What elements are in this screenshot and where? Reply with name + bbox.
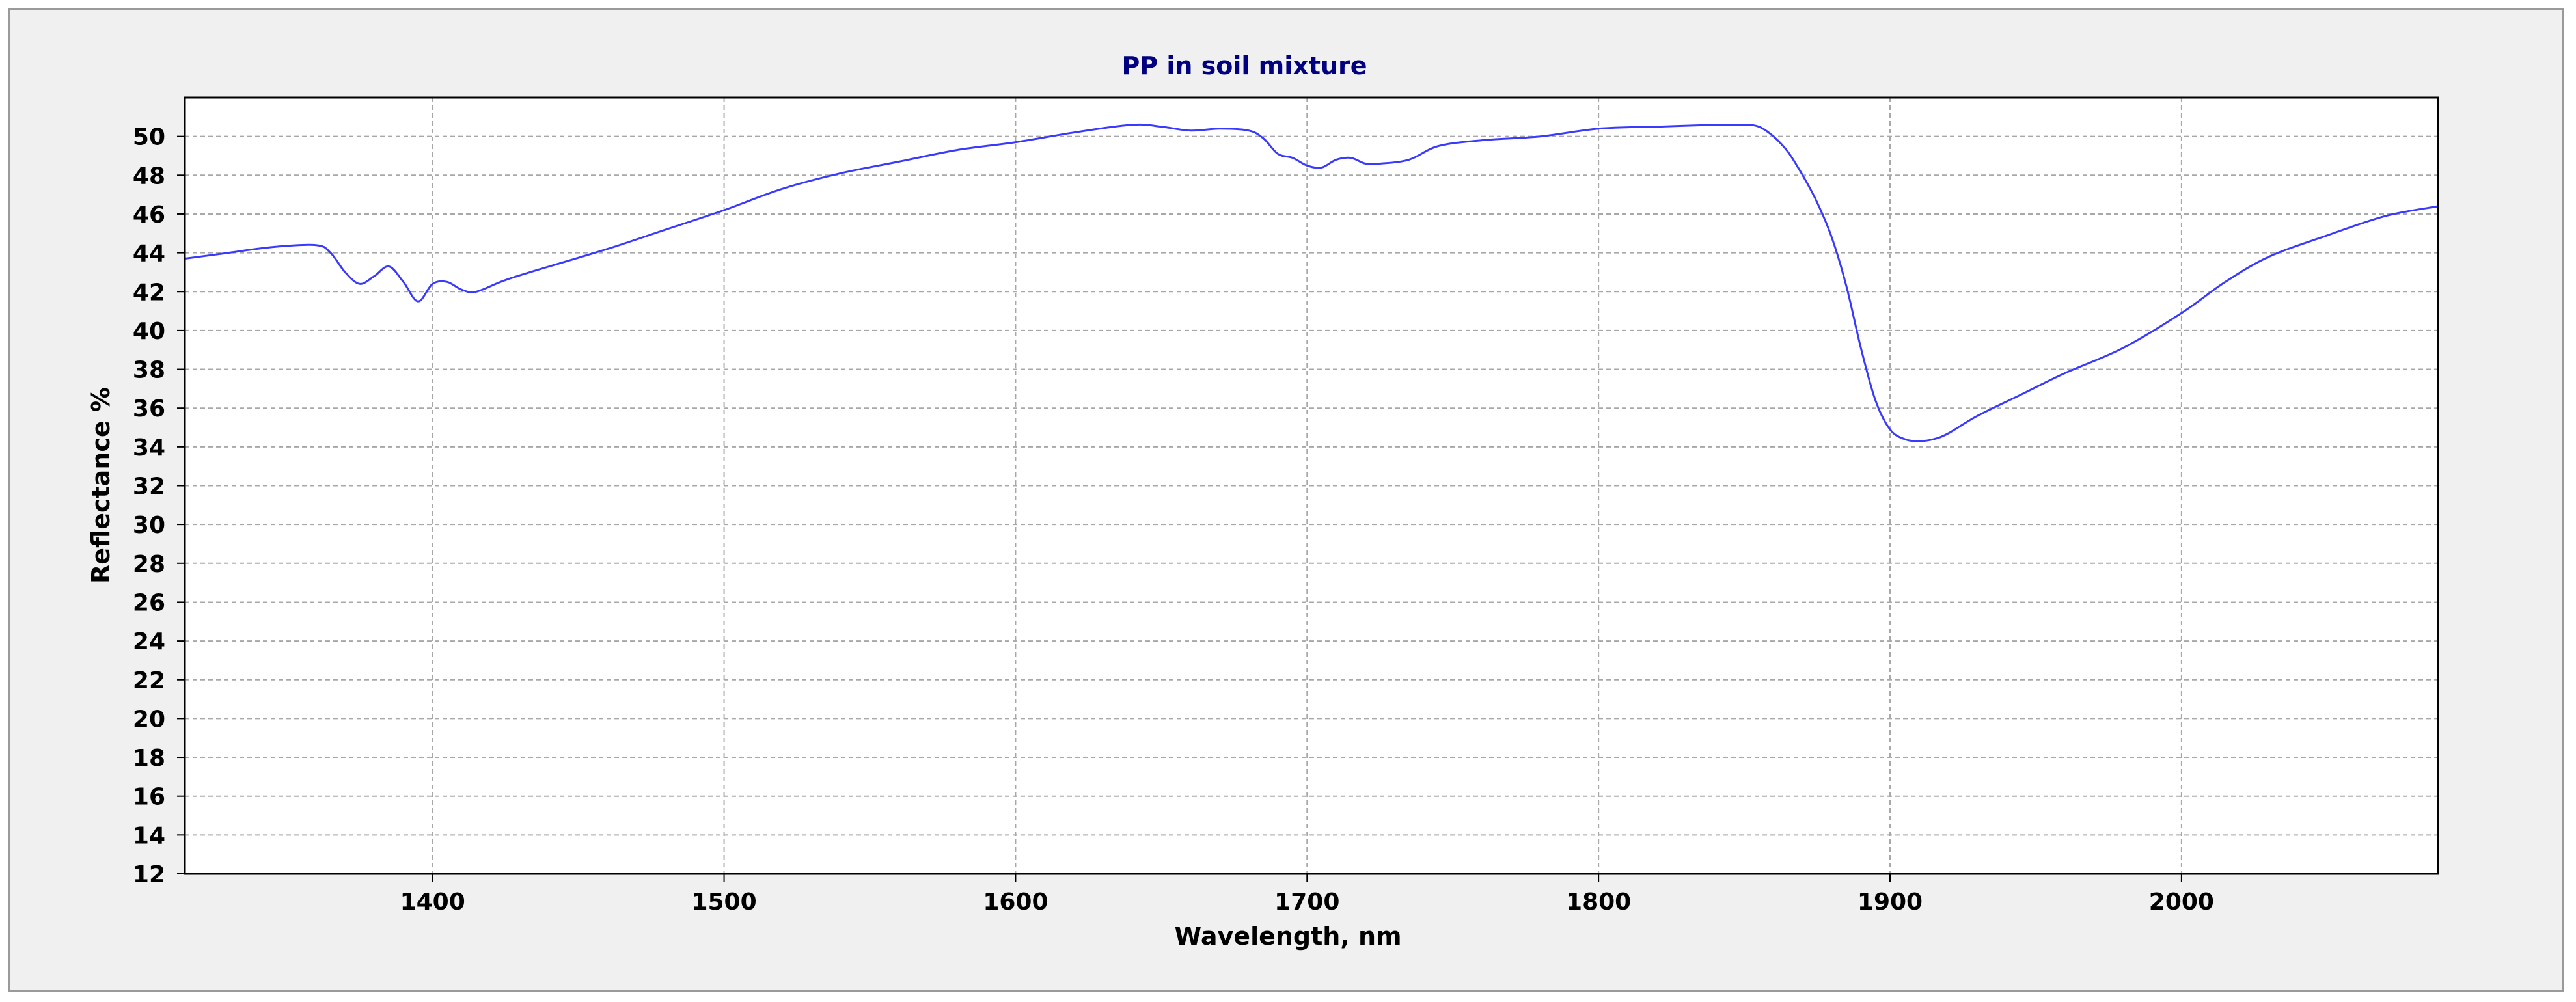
gridlines: [185, 98, 2438, 874]
y-tick-label: 36: [133, 396, 165, 422]
y-tick-label: 26: [133, 589, 165, 616]
y-tick-label: 48: [133, 163, 165, 189]
y-tick-label: 30: [133, 512, 165, 539]
x-axis-title: Wavelength, nm: [1174, 922, 1401, 951]
x-tick-label: 1900: [1857, 889, 1923, 915]
tick-labels: 12 14 16 18 20 22 24 26 28 30 32 34 36 38 40 42 44 46 48 50…: [133, 124, 2214, 915]
y-tick-label: 20: [133, 706, 165, 733]
y-tick-label: 12: [133, 861, 165, 888]
x-tick-label: 1700: [1274, 889, 1339, 915]
x-tick-label: 1400: [400, 889, 465, 915]
y-tick-label: 38: [133, 357, 165, 384]
x-tick-label: 1500: [691, 889, 756, 915]
y-tick-label: 44: [133, 241, 165, 267]
y-tick-label: 46: [133, 202, 165, 228]
y-tick-label: 32: [133, 474, 165, 500]
y-tick-label: 28: [133, 551, 165, 578]
x-tick-label: 2000: [2149, 889, 2214, 915]
y-tick-label: 22: [133, 668, 165, 694]
x-tick-label: 1800: [1566, 889, 1631, 915]
reflectance-series-line: [184, 123, 2439, 442]
y-tick-label: 16: [133, 784, 165, 811]
chart-title: PP in soil mixture: [1121, 51, 1367, 80]
y-tick-label: 24: [133, 629, 165, 655]
y-axis-title: Reflectance %: [87, 387, 115, 584]
x-tick-label: 1600: [983, 889, 1048, 915]
y-tick-label: 40: [133, 318, 165, 345]
y-tick-label: 18: [133, 745, 165, 772]
y-tick-label: 42: [133, 279, 165, 306]
y-tick-label: 50: [133, 124, 165, 151]
y-tick-label: 14: [133, 822, 165, 849]
y-tick-label: 34: [133, 435, 165, 461]
plot-frame: [184, 96, 2439, 875]
